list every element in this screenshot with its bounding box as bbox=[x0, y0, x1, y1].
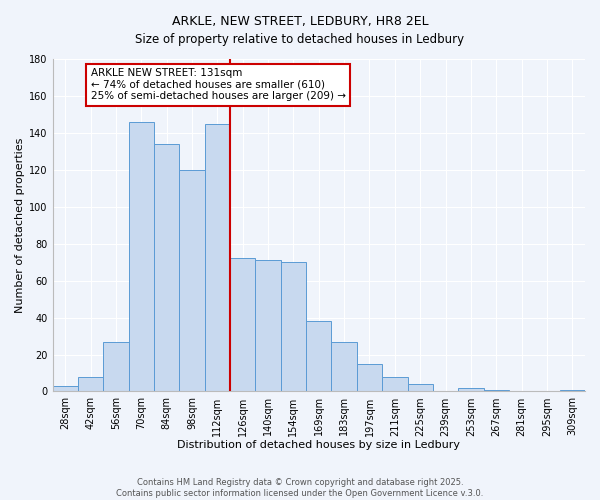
Bar bbox=[128, 122, 154, 392]
Bar bbox=[78, 376, 103, 392]
Bar bbox=[306, 322, 331, 392]
Bar bbox=[357, 364, 382, 392]
Bar bbox=[205, 124, 230, 392]
Bar bbox=[484, 390, 509, 392]
Bar bbox=[407, 384, 433, 392]
X-axis label: Distribution of detached houses by size in Ledbury: Distribution of detached houses by size … bbox=[177, 440, 460, 450]
Bar bbox=[53, 386, 78, 392]
Bar bbox=[331, 342, 357, 392]
Bar bbox=[256, 260, 281, 392]
Text: Contains HM Land Registry data © Crown copyright and database right 2025.
Contai: Contains HM Land Registry data © Crown c… bbox=[116, 478, 484, 498]
Bar bbox=[560, 390, 585, 392]
Bar bbox=[281, 262, 306, 392]
Y-axis label: Number of detached properties: Number of detached properties bbox=[15, 138, 25, 313]
Text: Size of property relative to detached houses in Ledbury: Size of property relative to detached ho… bbox=[136, 32, 464, 46]
Bar bbox=[382, 376, 407, 392]
Text: ARKLE, NEW STREET, LEDBURY, HR8 2EL: ARKLE, NEW STREET, LEDBURY, HR8 2EL bbox=[172, 15, 428, 28]
Bar bbox=[458, 388, 484, 392]
Bar bbox=[230, 258, 256, 392]
Bar bbox=[154, 144, 179, 392]
Text: ARKLE NEW STREET: 131sqm
← 74% of detached houses are smaller (610)
25% of semi-: ARKLE NEW STREET: 131sqm ← 74% of detach… bbox=[91, 68, 346, 102]
Bar bbox=[103, 342, 128, 392]
Bar bbox=[179, 170, 205, 392]
